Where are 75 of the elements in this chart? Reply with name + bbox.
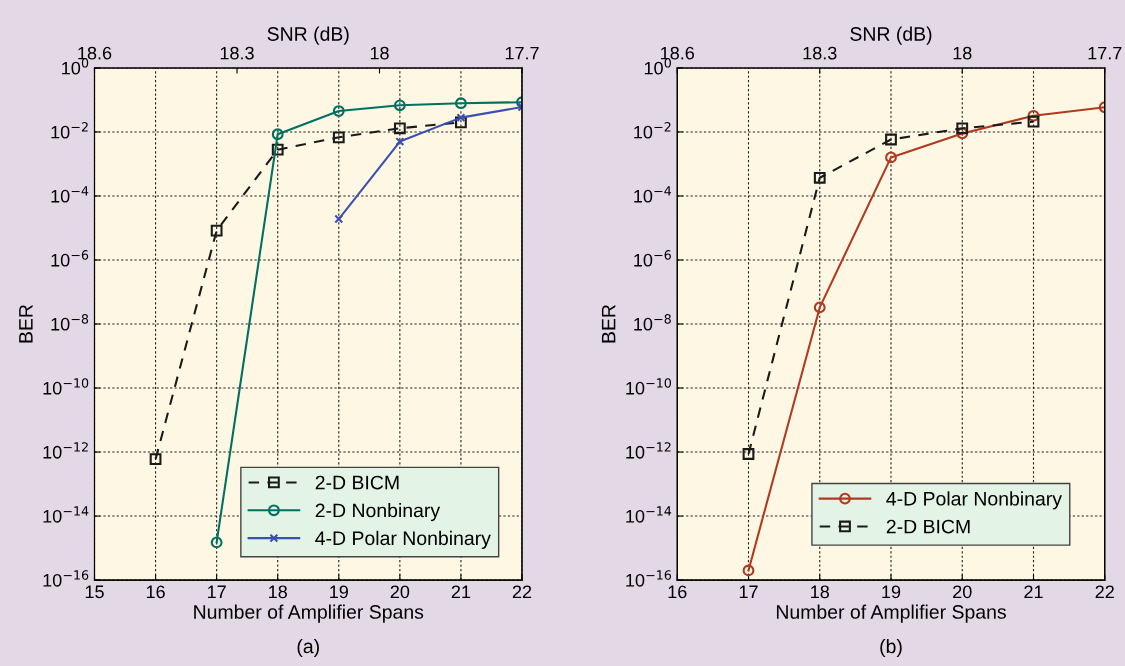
- y-tick-label: 10$^{−12}$: [43, 442, 88, 459]
- point: [393, 122, 406, 135]
- y-axis-title: BER: [19, 304, 33, 343]
- y-tick-label: 10$^{−10}$: [626, 378, 671, 395]
- y-tick-label: 10$^{−4}$: [51, 186, 89, 203]
- x-tick-label: 17: [739, 585, 758, 599]
- point: [149, 453, 162, 466]
- point: [1027, 115, 1040, 128]
- legend-label: 2-D BICM: [315, 475, 399, 490]
- x2-tick-label: 18: [953, 46, 972, 60]
- point: [813, 301, 826, 314]
- point: [271, 143, 284, 156]
- legend-label: 4-D Polar Nonbinary: [886, 491, 1062, 510]
- point: [956, 122, 969, 135]
- x2-tick-label: 18: [370, 46, 389, 60]
- x2-tick-label: 17.7: [1088, 46, 1122, 60]
- point: [456, 113, 466, 123]
- point: [334, 214, 344, 224]
- y-tick-label: 10$^{−6}$: [634, 250, 671, 267]
- point: [813, 171, 826, 184]
- x-tick-label: 19: [882, 585, 901, 599]
- y-tick-label: 10$^{−10}$: [43, 378, 89, 395]
- x2-axis-title: SNR (dB): [850, 26, 932, 45]
- y-tick-label: 10$^{−8}$: [634, 314, 671, 331]
- point: [210, 224, 223, 237]
- y-tick-label: 10$^{−14}$: [43, 506, 89, 523]
- point: [742, 448, 755, 460]
- x2-axis-title: SNR (dB): [267, 26, 349, 45]
- point: [455, 116, 467, 129]
- y-tick-label: 10$^{−8}$: [51, 314, 89, 331]
- point: [956, 127, 969, 140]
- x-tick-label: 18: [811, 585, 830, 599]
- x-tick-label: 17: [207, 585, 226, 599]
- x2-tick-label: 18.3: [803, 46, 837, 60]
- x2-tick-label: 17.7: [505, 46, 539, 60]
- x-tick-label: 20: [390, 585, 410, 599]
- point: [885, 133, 897, 146]
- point: [455, 97, 467, 110]
- y-tick-label: 10$^{−16}$: [43, 570, 89, 587]
- point: [742, 564, 755, 577]
- x-tick-label: 18: [269, 585, 287, 599]
- point: [210, 536, 223, 549]
- point: [395, 137, 405, 147]
- y-tick-label: 10$^{−2}$: [51, 122, 88, 139]
- x-tick-label: 22: [1095, 585, 1114, 599]
- x-tick-label: 20: [953, 585, 972, 599]
- y-tick-label: 10$^{−14}$: [626, 506, 672, 523]
- y-tick-label: 10$^{−4}$: [634, 186, 672, 203]
- point: [885, 151, 897, 164]
- x-axis-title: Number of Amplifier Spans: [194, 604, 424, 623]
- y-axis-title: BER: [601, 304, 616, 343]
- legend-label: 2-D BICM: [886, 519, 970, 534]
- point: [332, 131, 345, 144]
- x-tick-label: 16: [146, 585, 165, 599]
- point: [271, 128, 284, 141]
- legend-label: 4-D Polar Nonbinary: [315, 530, 491, 549]
- y-tick-label: 10$^{−2}$: [634, 122, 671, 139]
- x-tick-label: 22: [512, 585, 532, 599]
- x-tick-label: 16: [668, 585, 687, 599]
- legend-label: 2-D Nonbinary: [315, 503, 441, 522]
- x-tick-label: 15: [85, 585, 104, 599]
- text: (b): [880, 638, 902, 658]
- text: (a): [297, 638, 319, 658]
- x-tick-label: 21: [451, 585, 471, 599]
- x-tick-label: 21: [1024, 585, 1043, 599]
- x2-tick-label: 18.3: [220, 46, 254, 60]
- point: [393, 99, 406, 112]
- point: [1027, 109, 1040, 122]
- point: [332, 105, 345, 117]
- y-tick-label: 10$^{−12}$: [626, 442, 671, 459]
- x-axis-title: Number of Amplifier Spans: [776, 604, 1006, 623]
- x-tick-label: 19: [330, 585, 348, 599]
- y-tick-label: 10$^{−6}$: [51, 250, 89, 267]
- x2-tick-label: 18.6: [78, 46, 112, 60]
- x2-tick-label: 18.6: [661, 46, 695, 60]
